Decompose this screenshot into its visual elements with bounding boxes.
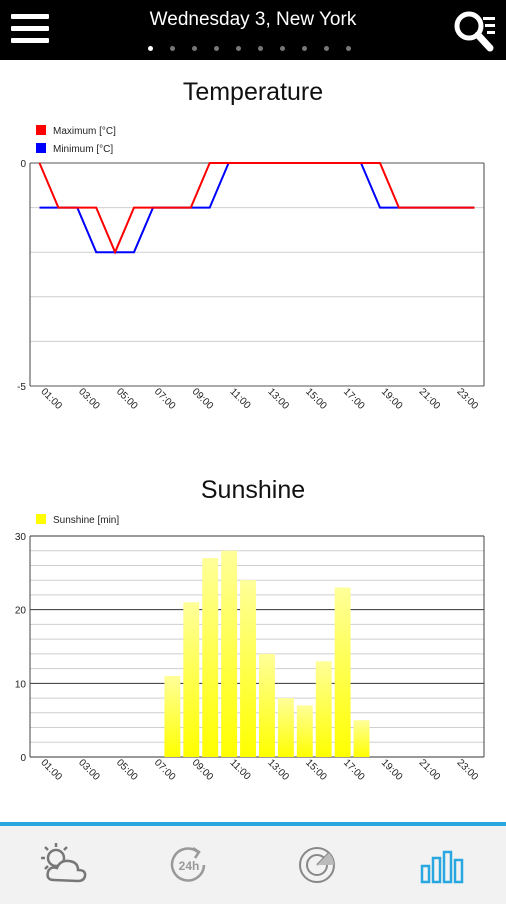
page-dot	[346, 46, 351, 51]
temperature-chart: Maximum [°C] Minimum [°C] 0 -5 01:00 03:00 05:…	[17, 125, 485, 412]
sunshine-bar	[202, 558, 219, 757]
legend-swatch	[36, 125, 46, 135]
sunshine-bar	[315, 661, 332, 757]
page-title: Wednesday 3, New York	[149, 9, 357, 30]
y-tick-label: 20	[15, 606, 27, 617]
sunshine-bar	[164, 675, 181, 757]
charts-icon[interactable]	[413, 840, 473, 890]
x-tick-label: 17:00	[341, 757, 367, 783]
bottom-nav: 24h	[0, 822, 506, 904]
x-tick-label: 03:00	[76, 757, 102, 783]
weather-icon[interactable]	[36, 840, 96, 890]
y-tick-label: 30	[15, 532, 27, 543]
x-tick-label: 23:00	[455, 386, 481, 412]
page-dot	[214, 46, 219, 51]
legend-label: Maximum [°C]	[53, 126, 116, 137]
y-tick-label: -5	[17, 382, 26, 393]
page-dot	[258, 46, 263, 51]
x-tick-label: 15:00	[303, 757, 329, 783]
x-tick-label: 15:00	[303, 386, 329, 412]
x-tick-label: 21:00	[417, 757, 443, 783]
y-tick-label: 0	[20, 753, 26, 764]
x-tick-label: 01:00	[38, 757, 64, 783]
x-tick-label: 23:00	[455, 757, 481, 783]
page-indicator	[148, 46, 358, 52]
search-icon[interactable]	[452, 8, 500, 54]
x-tick-label: 19:00	[379, 386, 405, 412]
x-tick-label: 11:00	[228, 386, 253, 411]
x-tick-label: 07:00	[152, 757, 178, 783]
legend-swatch	[36, 514, 46, 524]
x-tick-label: 05:00	[114, 757, 140, 783]
sunshine-bar	[277, 698, 294, 757]
radar-icon[interactable]	[287, 840, 347, 890]
x-tick-label: 03:00	[76, 386, 102, 412]
x-tick-label: 17:00	[341, 386, 367, 412]
x-tick-label: 13:00	[265, 386, 291, 412]
sunshine-bar	[259, 653, 275, 757]
sunshine-bar	[353, 720, 370, 757]
legend-label: Sunshine [min]	[53, 515, 119, 526]
legend-label: Minimum [°C]	[53, 144, 113, 155]
x-tick-label: 13:00	[265, 757, 291, 783]
x-tick-label: 11:00	[228, 757, 253, 782]
sunshine-chart-title: Sunshine	[200, 476, 306, 504]
x-tick-label: 09:00	[190, 757, 216, 783]
page-dot	[192, 46, 197, 51]
page-dot	[236, 46, 241, 51]
forecast-24h-icon[interactable]: 24h	[160, 840, 220, 890]
sunshine-bar	[240, 580, 256, 757]
x-tick-label: 09:00	[190, 386, 216, 412]
sunshine-bar	[183, 602, 200, 757]
top-bar: Wednesday 3, New York	[0, 0, 506, 60]
sunshine-chart: Sunshine [min] 0 10 20 30 01:00 03:00 05:00 07:0…	[15, 514, 485, 783]
max-temperature-line	[38, 162, 475, 255]
y-tick-label: 10	[15, 679, 27, 690]
x-tick-label: 01:00	[38, 386, 64, 412]
x-tick-label: 21:00	[417, 386, 443, 412]
page-dot	[324, 46, 329, 51]
menu-icon[interactable]	[11, 14, 49, 44]
legend-swatch	[36, 143, 46, 153]
y-tick-label: 0	[20, 159, 26, 170]
page-dot	[280, 46, 285, 51]
x-tick-label: 05:00	[114, 386, 140, 412]
temperature-chart-title: Temperature	[182, 78, 324, 106]
sunshine-bar	[334, 587, 351, 757]
page-dot	[302, 46, 307, 51]
sunshine-bar	[221, 550, 238, 757]
forecast-24h-label: 24h	[179, 859, 200, 873]
page-dot	[148, 46, 153, 51]
x-tick-label: 19:00	[379, 757, 405, 783]
sunshine-bar	[296, 705, 313, 757]
page-dot	[170, 46, 175, 51]
x-tick-label: 07:00	[152, 386, 178, 412]
